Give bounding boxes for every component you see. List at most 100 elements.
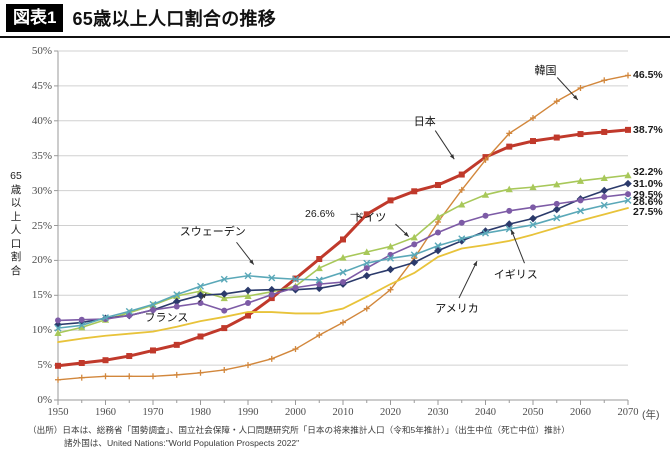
data-point-marker — [245, 312, 251, 319]
data-point-marker — [363, 265, 370, 272]
data-point-marker — [458, 200, 466, 208]
end-value-label-スウェーデン: 28.6% — [633, 196, 663, 209]
data-point-marker — [482, 229, 489, 237]
series-韓国 — [55, 72, 631, 383]
y-axis-tick-labels: 0% 5% 10% 15% 20% 25% 30% 35% 40% 45% 50% — [0, 40, 58, 422]
footnote-line-1: （出所）日本は、総務省「国勢調査」、国立社会保障・人口問題研究所「日本の将来推計… — [28, 425, 570, 435]
x-tick-label: 2020 — [380, 407, 401, 418]
data-point-marker — [244, 286, 252, 295]
annotation-sweden-label: スウェーデン — [179, 225, 246, 238]
data-point-marker — [173, 341, 180, 348]
data-point-marker — [221, 325, 228, 332]
series-アメリカ — [57, 207, 629, 343]
data-point-marker — [221, 366, 228, 373]
data-point-marker — [292, 284, 299, 291]
data-point-marker — [292, 346, 299, 353]
data-point-marker — [505, 220, 514, 228]
data-point-marker — [530, 204, 536, 211]
data-point-marker — [553, 134, 560, 141]
data-point-marker — [601, 193, 608, 200]
data-point-marker — [435, 229, 441, 236]
annotation-uk-label: イギリス — [493, 269, 538, 282]
data-point-marker — [411, 241, 418, 248]
data-point-marker — [150, 373, 156, 380]
x-tick-label: 2040 — [475, 407, 496, 418]
data-point-marker — [102, 373, 109, 380]
annotation-japan-value-266: 26.6% — [305, 208, 335, 221]
data-point-marker — [340, 319, 346, 326]
x-tick-label: 1970 — [142, 407, 164, 418]
x-tick-label: 1950 — [47, 407, 69, 418]
data-point-marker — [196, 287, 205, 295]
data-point-marker — [149, 300, 157, 308]
chart-plot-area: 65歳以上人口割合 0% 5% 10% 15% 20% 25% 30% 35% 40% 45% 50… — [0, 40, 670, 422]
end-value-label-フランス: 29.5% — [633, 189, 663, 202]
data-point-marker — [481, 227, 490, 235]
annotation-leader — [198, 292, 207, 303]
data-point-marker — [292, 275, 299, 283]
data-point-marker — [245, 362, 251, 369]
data-point-marker — [54, 329, 62, 336]
data-point-marker — [624, 196, 632, 204]
data-point-marker — [340, 236, 346, 243]
data-point-marker — [434, 213, 442, 221]
data-point-marker — [126, 373, 133, 380]
data-point-marker — [411, 188, 418, 195]
data-point-marker — [172, 297, 181, 306]
data-point-marker — [150, 306, 156, 313]
header-divider — [0, 36, 670, 38]
x-tick-label: 1980 — [190, 407, 211, 418]
data-point-marker — [577, 207, 584, 215]
end-value-label-ドイツ: 32.2% — [633, 166, 663, 179]
data-point-marker — [316, 256, 323, 263]
data-point-marker — [387, 286, 394, 293]
y-tick-label: 10% — [31, 324, 52, 337]
data-point-marker — [126, 312, 133, 319]
end-value-label-日本: 38.7% — [633, 123, 663, 136]
y-tick-label: 35% — [31, 149, 52, 162]
data-point-marker — [458, 219, 465, 226]
data-point-marker — [339, 254, 347, 261]
data-point-marker — [624, 179, 632, 188]
y-tick-label: 45% — [31, 79, 52, 92]
chart-header: 図表1 65歳以上人口割合の推移 — [6, 4, 276, 32]
x-tick-label: 2000 — [285, 407, 306, 418]
data-point-marker — [553, 98, 560, 105]
line-chart-canvas — [54, 50, 632, 405]
data-point-marker — [316, 332, 323, 339]
data-point-marker — [553, 180, 561, 188]
data-point-marker — [173, 371, 180, 378]
data-point-marker — [339, 268, 347, 276]
annotation-leader — [395, 223, 410, 238]
data-point-marker — [245, 299, 251, 306]
series-line — [57, 207, 629, 343]
data-point-marker — [505, 185, 513, 193]
end-value-label-韓国: 46.5% — [633, 69, 663, 82]
page-title: 65歳以上人口割合の推移 — [72, 9, 277, 29]
x-axis-tick-labels: 1950 1960 1970 1980 1990 2000 2010 2020 2030 2040… — [0, 40, 670, 422]
data-point-marker — [126, 353, 133, 360]
data-point-marker — [577, 84, 584, 91]
figure-badge: 図表1 — [6, 4, 64, 32]
x-tick-label: 1990 — [237, 407, 259, 418]
data-point-marker — [506, 130, 513, 137]
data-point-marker — [78, 374, 85, 381]
data-point-marker — [78, 360, 85, 367]
data-point-marker — [481, 191, 490, 198]
data-point-marker — [601, 77, 608, 84]
data-point-marker — [434, 242, 442, 250]
data-point-marker — [268, 295, 275, 302]
data-point-marker — [197, 333, 204, 340]
data-point-marker — [315, 276, 323, 284]
data-point-marker — [150, 347, 156, 354]
data-point-marker — [530, 115, 536, 122]
data-point-marker — [244, 292, 252, 299]
x-tick-label: 2010 — [332, 407, 354, 418]
annotation-usa-label: アメリカ — [435, 303, 479, 316]
data-point-marker — [363, 259, 371, 267]
data-point-marker — [316, 281, 323, 288]
data-point-marker — [197, 282, 204, 290]
data-point-marker — [197, 369, 204, 376]
data-point-marker — [625, 191, 631, 198]
data-point-marker — [552, 205, 561, 214]
